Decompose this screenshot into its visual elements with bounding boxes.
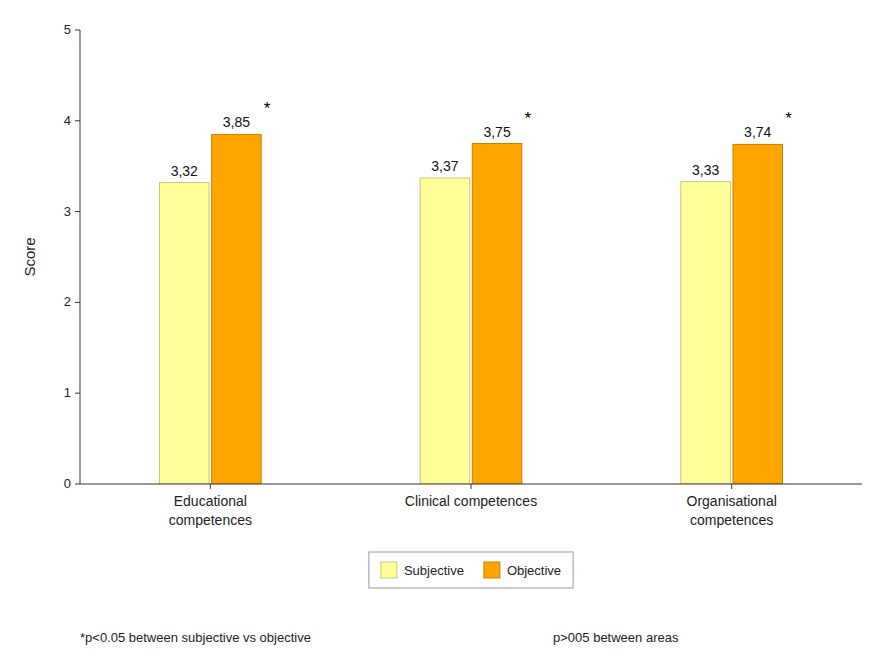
x-tick-label: Organisational competences (687, 493, 777, 528)
x-tick-label: Educational competences (169, 493, 252, 528)
x-tick (210, 484, 211, 489)
data-label: 3,85 (223, 114, 250, 130)
y-tick-label: 2 (64, 294, 71, 309)
y-tick (75, 302, 80, 303)
bar (733, 144, 783, 484)
bar (160, 183, 210, 484)
legend: Subjective Objective (369, 552, 573, 588)
data-labels: 3,32 3,37 3,33 3,85 * 3,75 * 3,74 * (171, 99, 793, 178)
bars (160, 134, 783, 484)
x-tick-label-line: Educational (174, 493, 247, 509)
y-tick (75, 120, 80, 121)
y-tick-label: 1 (64, 385, 71, 400)
x-tick-label: Clinical competences (405, 493, 537, 509)
y-axis-line (80, 30, 81, 484)
data-label: 3,37 (431, 158, 458, 174)
bar (681, 182, 731, 484)
significance-mark: * (785, 109, 792, 128)
significance-mark: * (264, 99, 271, 118)
x-tick (731, 484, 732, 489)
footnote: p>005 between areas (553, 630, 679, 645)
y-tick-label: 5 (64, 22, 71, 37)
bar (472, 144, 522, 485)
legend-frame (369, 552, 573, 588)
x-tick (471, 484, 472, 489)
y-axis: 0 1 2 3 4 5 (64, 22, 80, 491)
x-tick-label-line: competences (169, 512, 252, 528)
y-tick (75, 30, 80, 31)
bar (420, 178, 470, 484)
chart: 0 1 2 3 4 5 Score 3,32 3,37 3,33 3,85 * 3,75 * 3,74 * Ed… (0, 0, 892, 664)
data-label: 3,74 (744, 124, 771, 140)
y-tick-label: 0 (64, 476, 71, 491)
data-label: 3,75 (483, 124, 510, 140)
bar (212, 134, 262, 484)
y-tick-label: 3 (64, 204, 71, 219)
x-tick-label-line: Clinical competences (405, 493, 537, 509)
legend-swatch (484, 562, 500, 578)
y-tick-label: 4 (64, 113, 71, 128)
y-tick (75, 484, 80, 485)
x-axis: Educational competences Clinical competenc… (80, 484, 862, 528)
data-label: 3,32 (171, 163, 198, 179)
legend-label: Objective (507, 563, 561, 578)
x-tick-label-line: Organisational (687, 493, 777, 509)
y-tick (75, 211, 80, 212)
y-axis-label: Score (21, 237, 38, 276)
y-tick (75, 393, 80, 394)
significance-mark: * (525, 109, 532, 128)
footnote: *p<0.05 between subjective vs objective (80, 630, 311, 645)
x-tick-label-line: competences (690, 512, 773, 528)
data-label: 3,33 (692, 162, 719, 178)
legend-label: Subjective (404, 563, 464, 578)
legend-swatch (381, 562, 397, 578)
